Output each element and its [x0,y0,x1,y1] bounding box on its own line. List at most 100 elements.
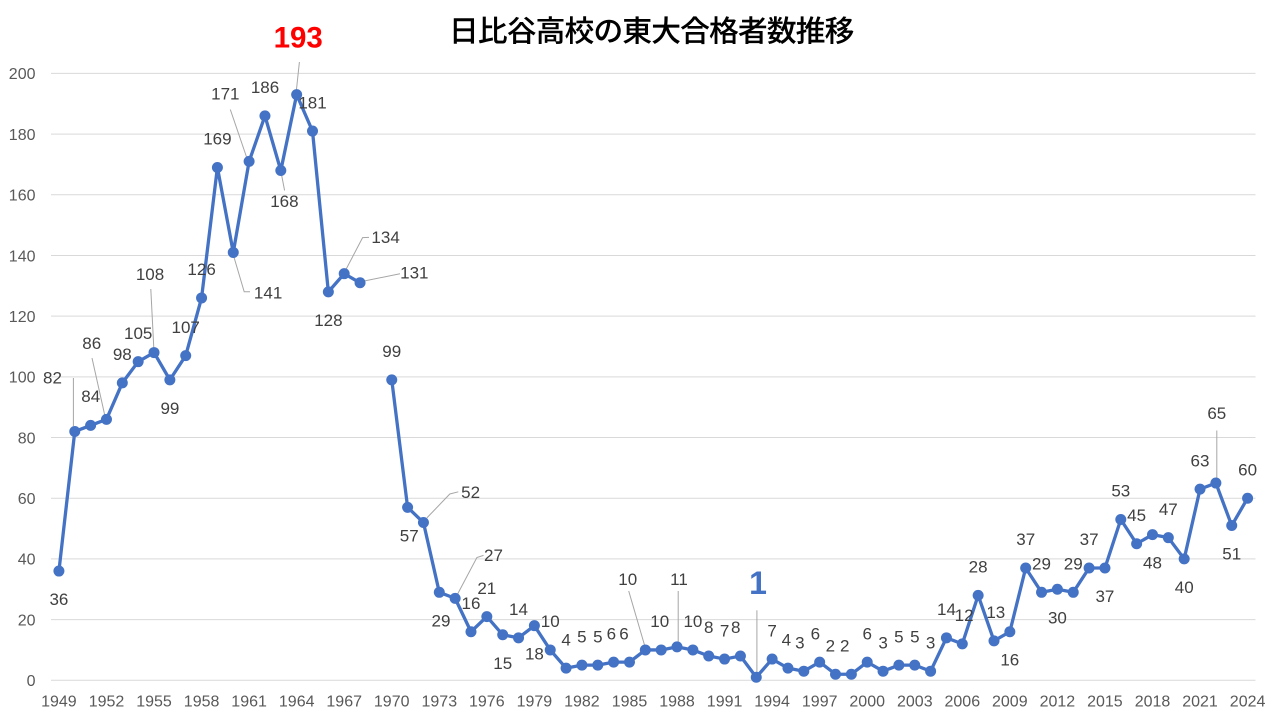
svg-text:193: 193 [274,22,323,55]
svg-text:3: 3 [926,633,935,652]
svg-text:13: 13 [986,603,1005,622]
svg-text:2012: 2012 [1040,693,1076,710]
svg-text:20: 20 [18,612,36,629]
svg-text:6: 6 [811,624,820,643]
svg-text:28: 28 [969,558,988,577]
svg-text:5: 5 [593,627,602,646]
svg-text:52: 52 [461,483,480,502]
svg-text:14: 14 [937,600,956,619]
svg-text:131: 131 [400,264,428,283]
svg-text:5: 5 [577,627,586,646]
svg-text:2015: 2015 [1087,693,1123,710]
svg-text:18: 18 [525,645,544,664]
svg-text:40: 40 [1175,578,1194,597]
svg-text:80: 80 [18,430,36,447]
svg-text:30: 30 [1048,608,1067,627]
svg-text:45: 45 [1127,506,1146,525]
svg-text:63: 63 [1191,451,1210,470]
svg-text:1: 1 [749,565,767,601]
svg-text:82: 82 [43,368,62,387]
svg-text:168: 168 [270,192,298,211]
svg-text:2006: 2006 [945,693,981,710]
svg-text:6: 6 [619,624,628,643]
svg-text:1970: 1970 [374,693,410,710]
svg-text:171: 171 [211,85,239,104]
svg-text:1982: 1982 [564,693,600,710]
svg-text:160: 160 [9,188,36,205]
svg-text:1988: 1988 [659,693,695,710]
svg-text:29: 29 [1064,555,1083,574]
svg-text:1955: 1955 [136,693,172,710]
svg-text:108: 108 [136,265,164,284]
svg-text:120: 120 [9,309,36,326]
svg-text:1964: 1964 [279,693,315,710]
svg-text:15: 15 [493,654,512,673]
svg-text:48: 48 [1143,554,1162,573]
svg-text:60: 60 [18,491,36,508]
svg-text:99: 99 [382,342,401,361]
svg-text:1985: 1985 [612,693,648,710]
svg-text:1961: 1961 [231,693,267,710]
svg-text:16: 16 [1000,651,1019,670]
svg-text:65: 65 [1207,404,1226,423]
svg-text:126: 126 [187,260,215,279]
svg-text:11: 11 [670,570,688,589]
svg-text:4: 4 [561,630,570,649]
svg-text:141: 141 [254,283,282,302]
svg-text:2000: 2000 [849,693,885,710]
svg-text:10: 10 [618,570,637,589]
svg-text:100: 100 [9,370,36,387]
svg-text:2024: 2024 [1230,693,1266,710]
svg-text:134: 134 [371,228,399,247]
svg-text:2003: 2003 [897,693,933,710]
svg-text:84: 84 [81,387,100,406]
svg-text:1997: 1997 [802,693,838,710]
svg-text:2: 2 [840,636,849,655]
svg-text:1991: 1991 [707,693,743,710]
svg-text:21: 21 [477,579,496,598]
svg-text:57: 57 [400,526,419,545]
svg-text:7: 7 [767,621,776,640]
svg-text:98: 98 [113,345,132,364]
svg-text:2: 2 [826,636,835,655]
svg-text:4: 4 [782,630,791,649]
svg-text:37: 37 [1080,530,1099,549]
svg-text:37: 37 [1095,587,1114,606]
svg-text:1994: 1994 [754,693,790,710]
svg-text:47: 47 [1159,500,1178,519]
svg-text:29: 29 [1032,555,1051,574]
svg-text:5: 5 [910,627,919,646]
svg-text:36: 36 [49,590,68,609]
svg-text:99: 99 [160,399,179,418]
svg-text:1976: 1976 [469,693,505,710]
svg-text:27: 27 [484,546,503,565]
svg-text:140: 140 [9,248,36,265]
svg-text:200: 200 [9,66,36,83]
svg-text:3: 3 [795,633,804,652]
svg-text:3: 3 [878,633,887,652]
svg-text:107: 107 [172,318,200,337]
svg-text:86: 86 [82,334,101,353]
svg-text:128: 128 [314,311,342,330]
svg-text:8: 8 [704,618,713,637]
svg-text:51: 51 [1222,545,1241,564]
svg-text:1958: 1958 [184,693,220,710]
svg-text:12: 12 [955,606,974,625]
svg-text:1979: 1979 [517,693,553,710]
svg-text:169: 169 [203,130,231,149]
svg-text:10: 10 [650,612,669,631]
svg-text:1973: 1973 [422,693,458,710]
svg-text:10: 10 [541,612,560,631]
svg-text:1952: 1952 [89,693,125,710]
svg-text:186: 186 [251,78,279,97]
svg-text:105: 105 [124,324,152,343]
svg-text:37: 37 [1016,530,1035,549]
svg-text:0: 0 [27,673,36,690]
svg-text:6: 6 [862,624,871,643]
svg-text:8: 8 [731,618,740,637]
svg-text:180: 180 [9,127,36,144]
svg-text:10: 10 [683,612,702,631]
svg-text:2021: 2021 [1182,693,1218,710]
svg-text:7: 7 [720,621,729,640]
svg-text:40: 40 [18,552,36,569]
